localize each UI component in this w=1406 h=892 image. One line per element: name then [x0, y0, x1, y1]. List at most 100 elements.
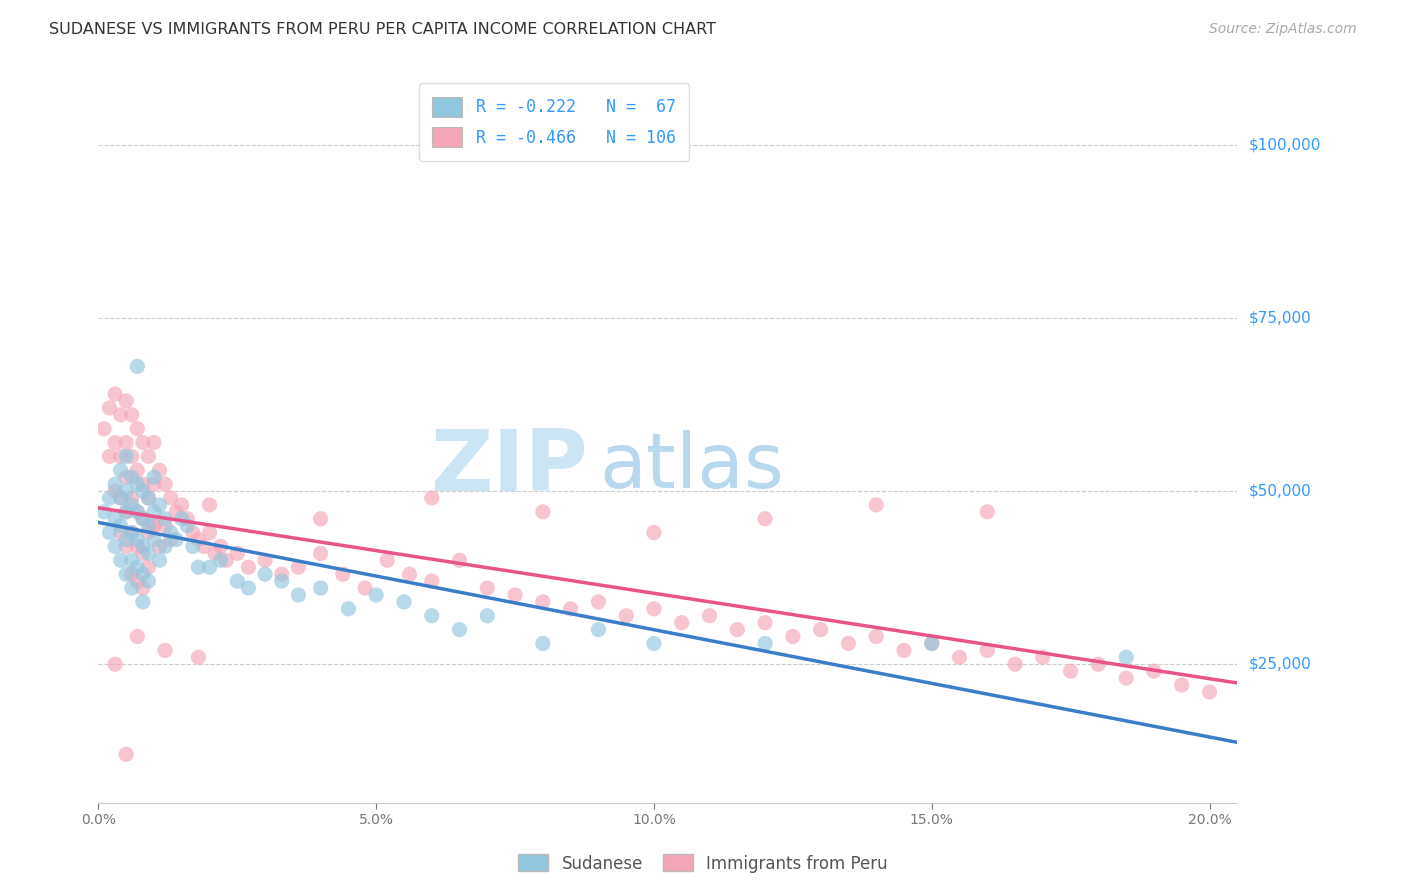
Point	[104, 540, 127, 554]
Point	[187, 650, 209, 665]
Point	[104, 477, 127, 491]
Point	[93, 505, 115, 519]
Point	[115, 394, 138, 409]
Point	[121, 525, 143, 540]
Point	[121, 498, 143, 512]
Point	[104, 483, 127, 498]
Point	[309, 512, 332, 526]
Point	[138, 518, 160, 533]
Point	[110, 553, 132, 567]
Point	[921, 636, 943, 650]
Point	[176, 518, 198, 533]
Point	[143, 518, 166, 533]
Point	[143, 435, 166, 450]
Text: atlas: atlas	[599, 431, 785, 504]
Point	[588, 595, 610, 609]
Point	[127, 422, 149, 436]
Point	[115, 567, 138, 582]
Point	[181, 525, 204, 540]
Point	[699, 608, 721, 623]
Point	[127, 560, 149, 574]
Point	[170, 512, 193, 526]
Point	[115, 747, 138, 762]
Point	[254, 553, 277, 567]
Point	[121, 491, 143, 505]
Point	[531, 595, 554, 609]
Point	[132, 435, 155, 450]
Text: $25,000: $25,000	[1249, 657, 1312, 672]
Point	[110, 450, 132, 464]
Point	[98, 491, 121, 505]
Point	[115, 540, 138, 554]
Point	[238, 581, 260, 595]
Point	[115, 450, 138, 464]
Point	[198, 498, 221, 512]
Point	[148, 540, 170, 554]
Point	[138, 525, 160, 540]
Point	[503, 588, 526, 602]
Point	[354, 581, 377, 595]
Point	[132, 581, 155, 595]
Point	[148, 463, 170, 477]
Point	[893, 643, 915, 657]
Point	[115, 505, 138, 519]
Point	[420, 491, 443, 505]
Point	[643, 602, 665, 616]
Point	[976, 505, 998, 519]
Point	[115, 483, 138, 498]
Point	[153, 477, 176, 491]
Text: $75,000: $75,000	[1249, 310, 1312, 326]
Point	[810, 623, 832, 637]
Point	[159, 533, 181, 547]
Point	[976, 643, 998, 657]
Point	[115, 470, 138, 484]
Point	[165, 505, 187, 519]
Point	[127, 505, 149, 519]
Point	[226, 546, 249, 560]
Point	[132, 546, 155, 560]
Point	[209, 553, 232, 567]
Point	[132, 512, 155, 526]
Point	[671, 615, 693, 630]
Point	[198, 560, 221, 574]
Point	[110, 408, 132, 422]
Point	[127, 533, 149, 547]
Point	[948, 650, 970, 665]
Text: Source: ZipAtlas.com: Source: ZipAtlas.com	[1209, 22, 1357, 37]
Point	[132, 595, 155, 609]
Point	[138, 450, 160, 464]
Point	[153, 512, 176, 526]
Point	[837, 636, 859, 650]
Point	[127, 630, 149, 644]
Point	[115, 435, 138, 450]
Point	[215, 553, 238, 567]
Point	[143, 477, 166, 491]
Text: SUDANESE VS IMMIGRANTS FROM PERU PER CAPITA INCOME CORRELATION CHART: SUDANESE VS IMMIGRANTS FROM PERU PER CAP…	[49, 22, 716, 37]
Point	[477, 608, 499, 623]
Point	[1198, 685, 1220, 699]
Point	[104, 512, 127, 526]
Point	[148, 498, 170, 512]
Point	[121, 567, 143, 582]
Point	[1115, 650, 1137, 665]
Point	[643, 525, 665, 540]
Point	[98, 450, 121, 464]
Point	[138, 491, 160, 505]
Point	[104, 435, 127, 450]
Point	[132, 483, 155, 498]
Point	[127, 463, 149, 477]
Point	[1004, 657, 1026, 672]
Point	[138, 491, 160, 505]
Point	[614, 608, 637, 623]
Point	[132, 540, 155, 554]
Point	[121, 450, 143, 464]
Point	[170, 498, 193, 512]
Point	[138, 546, 160, 560]
Point	[754, 636, 776, 650]
Text: $100,000: $100,000	[1249, 137, 1320, 153]
Point	[226, 574, 249, 588]
Point	[176, 512, 198, 526]
Point	[153, 540, 176, 554]
Point	[121, 525, 143, 540]
Point	[754, 512, 776, 526]
